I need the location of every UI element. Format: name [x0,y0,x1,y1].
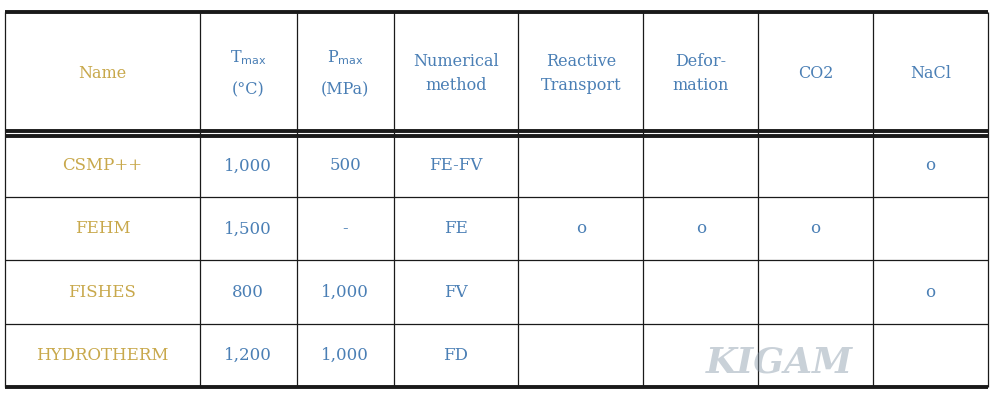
Text: (°C): (°C) [232,82,265,99]
Text: o: o [925,158,936,174]
Text: FE-FV: FE-FV [430,158,483,174]
Text: CSMP++: CSMP++ [62,158,143,174]
Text: FD: FD [444,347,469,363]
Text: 1,000: 1,000 [322,347,369,363]
Text: 1,500: 1,500 [225,221,272,237]
Text: NaCl: NaCl [910,65,951,82]
Text: FISHES: FISHES [69,284,136,300]
Text: Numerical
method: Numerical method [414,53,499,94]
Text: (MPa): (MPa) [321,82,370,99]
Text: 800: 800 [233,284,264,300]
Text: T$_{\mathrm{max}}$: T$_{\mathrm{max}}$ [230,48,267,67]
Text: o: o [695,221,706,237]
Text: Name: Name [78,65,127,82]
Text: P$_{\mathrm{max}}$: P$_{\mathrm{max}}$ [327,48,364,67]
Text: FE: FE [445,221,468,237]
Text: 1,200: 1,200 [225,347,272,363]
Text: o: o [925,284,936,300]
Text: HYDROTHERM: HYDROTHERM [36,347,169,363]
Text: -: - [343,221,348,237]
Text: o: o [575,221,586,237]
Text: 500: 500 [330,158,361,174]
Text: FV: FV [445,284,468,300]
Text: Defor-
mation: Defor- mation [672,53,729,94]
Text: 1,000: 1,000 [225,158,272,174]
Text: Reactive
Transport: Reactive Transport [540,53,621,94]
Text: o: o [810,221,821,237]
Text: CO2: CO2 [798,65,833,82]
Text: 1,000: 1,000 [322,284,369,300]
Text: KIGAM: KIGAM [705,345,853,379]
Text: FEHM: FEHM [75,221,130,237]
